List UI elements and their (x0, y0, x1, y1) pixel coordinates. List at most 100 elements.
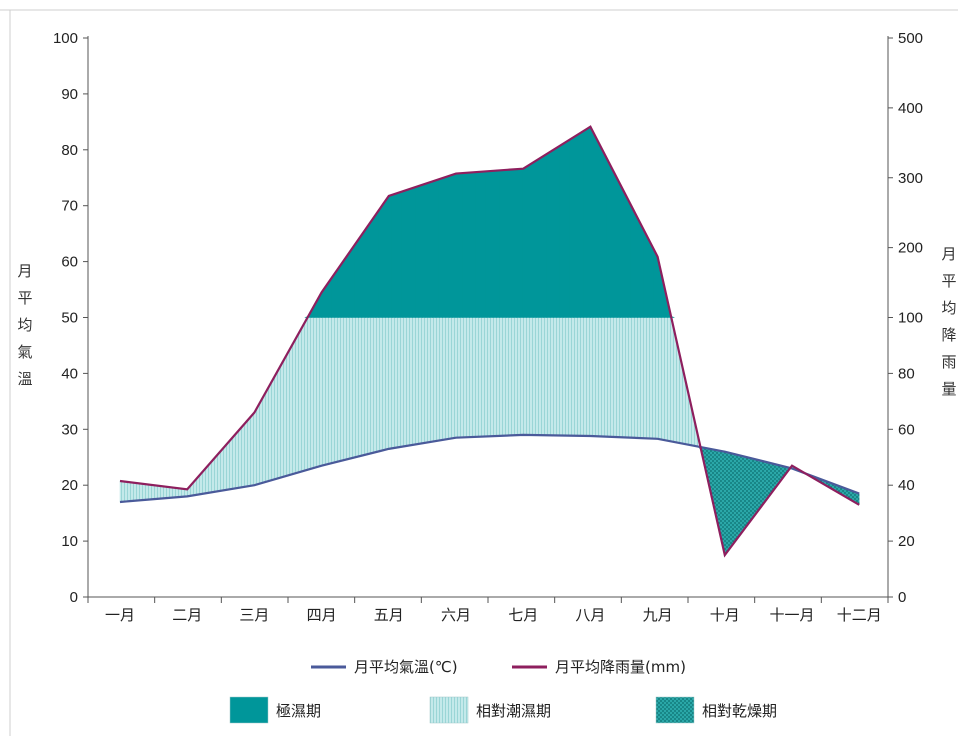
moist-period-area (331, 317, 336, 464)
moist-period-area (633, 317, 638, 439)
wet-period-area (499, 169, 504, 318)
wet-period-area (344, 252, 349, 318)
moist-period-area (479, 317, 484, 438)
moist-period-area (139, 483, 144, 501)
moist-period-area (378, 317, 383, 452)
moist-period-area (270, 375, 275, 481)
wet-period-area (459, 172, 464, 318)
moist-period-area (647, 317, 652, 439)
moist-period-area (291, 340, 296, 475)
moist-period-area (532, 317, 537, 436)
wet-period-area (455, 172, 460, 318)
wet-period-area (338, 262, 343, 318)
wet-period-area (428, 180, 433, 318)
moist-period-area (627, 317, 632, 439)
legend-box-3 (655, 696, 695, 724)
moist-period-area (650, 317, 655, 440)
y-left-axis-label: 月 (17, 262, 32, 280)
moist-period-area (401, 317, 406, 447)
legend-box-label-3: 相對乾燥期 (702, 702, 777, 720)
y-left-tick-label: 50 (61, 310, 78, 327)
wet-period-area (398, 190, 403, 318)
wet-period-area (435, 178, 440, 318)
moist-period-area (452, 317, 457, 439)
wet-period-area (579, 130, 585, 318)
wet-period-area (438, 177, 443, 318)
moist-period-area (304, 316, 309, 471)
moist-period-area (543, 317, 548, 436)
wet-period-area (640, 224, 645, 318)
dry-period-area (758, 459, 762, 511)
moist-period-area (133, 482, 138, 502)
moist-period-area (512, 317, 517, 436)
dry-period-area (738, 454, 742, 538)
moist-period-area (492, 317, 497, 437)
wet-period-area (411, 186, 417, 318)
wet-period-area (556, 145, 561, 318)
moist-period-area (129, 481, 134, 502)
moist-period-area (640, 317, 645, 439)
moist-period-area (583, 317, 588, 437)
moist-period-area (620, 317, 625, 438)
moist-period-area (338, 317, 343, 462)
moist-period-area (314, 317, 319, 469)
dry-period-area (724, 451, 729, 556)
moist-period-area (317, 317, 322, 468)
moist-period-area (143, 483, 148, 501)
moist-period-area (596, 317, 601, 437)
wet-period-area (442, 176, 447, 318)
wet-period-area (475, 171, 480, 318)
wet-period-area (627, 198, 632, 318)
moist-period-area (469, 317, 474, 438)
wet-period-area (485, 170, 490, 318)
legend-rainfall-label: 月平均降雨量(mm) (555, 658, 686, 676)
moist-period-area (435, 317, 440, 442)
moist-period-area (321, 317, 326, 466)
wet-period-area (637, 217, 642, 318)
wet-period-area (425, 182, 430, 318)
y-left-axis-label: 均 (17, 316, 32, 334)
wet-period-area (623, 191, 628, 318)
moist-period-area (126, 481, 131, 502)
moist-period-area (418, 317, 423, 445)
x-tick-label: 八月 (575, 606, 605, 624)
wet-period-area (553, 147, 558, 318)
wet-period-area (613, 172, 618, 318)
wet-period-area (375, 209, 380, 318)
moist-period-area (149, 484, 154, 500)
moist-period-area (415, 317, 420, 445)
wet-period-area (469, 171, 474, 318)
moist-period-area (354, 317, 359, 458)
wet-period-area (600, 146, 605, 318)
moist-period-area (358, 317, 363, 457)
y-right-tick-label: 20 (898, 533, 915, 550)
y-left-axis-label: 溫 (17, 370, 32, 388)
x-tick-label: 七月 (508, 606, 538, 624)
y-left-tick-label: 20 (61, 477, 78, 494)
legend-box-label-1: 極濕期 (276, 702, 321, 720)
x-tick-label: 一月 (105, 606, 135, 624)
y-right-axis-label: 均 (941, 299, 956, 317)
moist-period-area (237, 427, 242, 489)
dry-period-area (754, 458, 759, 516)
moist-period-area (509, 317, 514, 436)
y-right-axis-label: 量 (941, 380, 956, 398)
moist-period-area (526, 317, 531, 436)
moist-period-area (391, 317, 396, 449)
axes: 0 10 20 30 40 50 60 70 80 90 100 0 20 40 60 80 100 200 300… (53, 30, 923, 624)
wet-period-area (448, 174, 453, 318)
wet-period-area (573, 134, 578, 318)
wet-period-area (378, 204, 383, 318)
wet-period-area (650, 243, 655, 318)
x-tick-label: 十二月 (837, 606, 882, 624)
axis-labels: 月平均氣溫 月平均降雨量 (17, 245, 956, 398)
x-tick-label: 三月 (239, 606, 269, 624)
y-right-tick-label: 60 (898, 421, 915, 438)
moist-period-area (160, 485, 164, 499)
moist-period-area (405, 317, 410, 447)
wet-period-area (653, 250, 658, 318)
legend: 月平均氣溫(℃) 月平均降雨量(mm) 極濕期 相對潮濕期 相對乾燥期 (229, 658, 777, 724)
moist-period-area (670, 317, 675, 443)
moist-period-area (348, 317, 353, 460)
wet-period-area (371, 214, 376, 318)
